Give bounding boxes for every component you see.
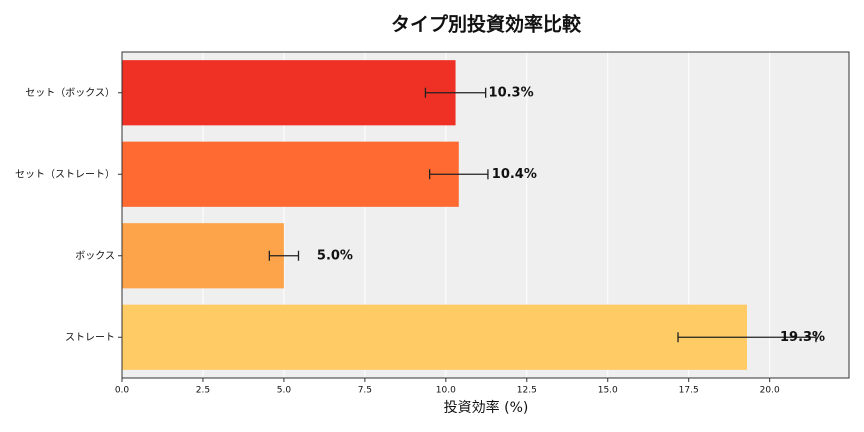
x-tick-label: 15.0: [598, 386, 618, 396]
plot-frame: [121, 51, 850, 379]
bar: [122, 141, 459, 207]
value-label: 19.3%: [780, 330, 825, 345]
x-tick-label: 10.0: [436, 386, 456, 396]
value-label: 10.3%: [489, 85, 534, 100]
value-label: 5.0%: [317, 248, 353, 263]
bar: [122, 304, 747, 370]
x-axis-label: 投資効率 (%): [444, 399, 529, 416]
bar: [122, 223, 284, 289]
x-tick-label: 12.5: [517, 386, 537, 396]
y-tick-label: ボックス: [75, 250, 115, 262]
x-tick-label: 7.5: [358, 386, 372, 396]
x-tick-label: 20.0: [760, 386, 780, 396]
x-tick-label: 0.0: [115, 386, 130, 396]
x-tick-label: 17.5: [679, 386, 699, 396]
x-tick-label: 5.0: [277, 386, 292, 396]
y-tick-label: セット（ストレート）: [15, 168, 115, 180]
y-tick-label: セット（ボックス）: [25, 87, 115, 99]
chart-title: タイプ別投資効率比較: [391, 13, 582, 36]
value-label: 10.4%: [492, 167, 537, 182]
bar: [122, 60, 456, 126]
x-tick-label: 2.5: [196, 386, 210, 396]
y-tick-label: ストレート: [65, 332, 115, 343]
